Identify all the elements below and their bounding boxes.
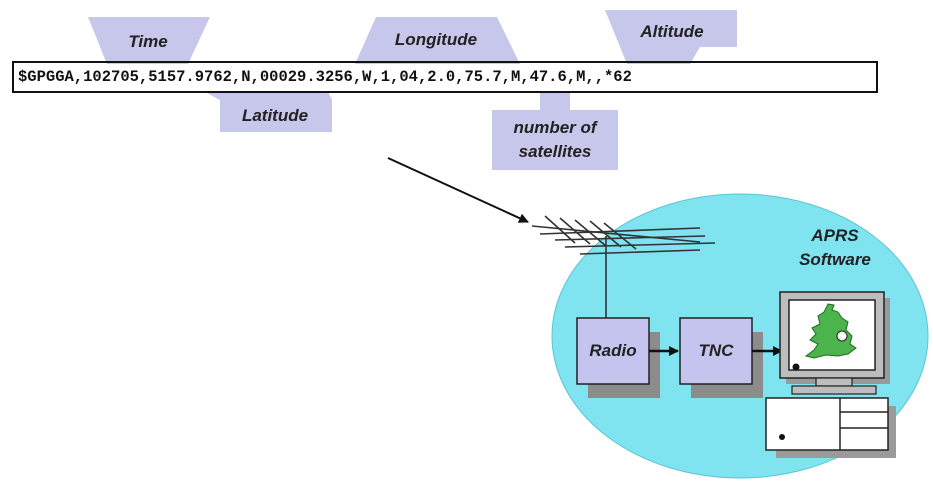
uk-map (804, 303, 857, 359)
antenna (531, 215, 716, 318)
time-callout (88, 17, 210, 64)
altitude-label: Altitude (640, 22, 704, 41)
latitude-callout (205, 92, 332, 132)
incoming-signal-arrow (387, 157, 529, 223)
tnc-label: TNC (698, 341, 734, 360)
aprs-label-line1: APRS (811, 226, 859, 245)
nmea-sentence: $GPGGA,102705,5157.9762,N,00029.3256,W,1… (12, 61, 878, 93)
computer-monitor (779, 291, 890, 395)
longitude-label: Longitude (394, 30, 478, 49)
time-label: Time (128, 32, 168, 51)
longitude-callout (355, 17, 520, 64)
satellites-label-line1: number of (513, 118, 597, 137)
satellites-callout (492, 92, 618, 170)
aprs-label-line2: Software (799, 250, 871, 269)
map-pointer-dot (792, 363, 800, 371)
radio-label: Radio (589, 341, 637, 360)
map-location-dot (836, 330, 848, 342)
satellites-label-line2: satellites (518, 142, 592, 161)
altitude-callout (605, 10, 737, 64)
latitude-label: Latitude (241, 106, 309, 125)
computer-base (765, 397, 896, 458)
tnc-box (679, 317, 753, 385)
